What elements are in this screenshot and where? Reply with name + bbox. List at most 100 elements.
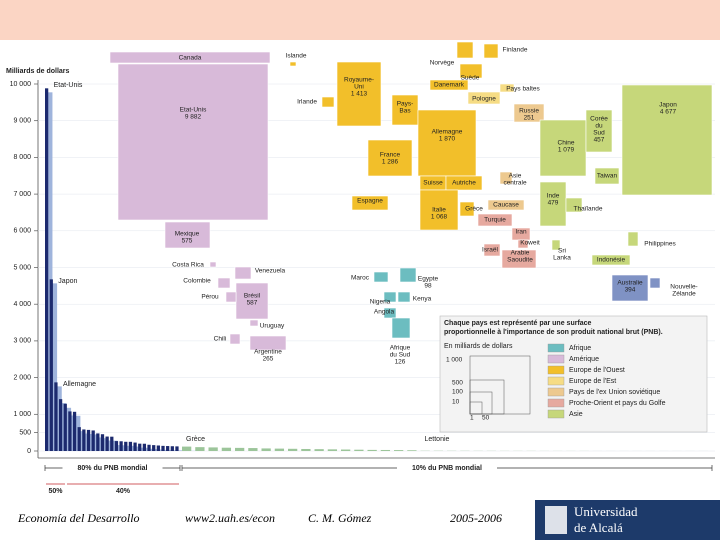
bar — [54, 382, 58, 451]
country-value: 1 413 — [351, 91, 368, 98]
country-box — [391, 317, 411, 339]
country-box — [429, 79, 469, 91]
country-box — [367, 139, 413, 177]
bar-shadow — [128, 445, 137, 451]
y-axis-label: Milliards de dollars — [6, 68, 70, 75]
legend-box — [439, 315, 708, 433]
country-box — [383, 291, 397, 303]
country-name: du Sud — [390, 352, 411, 359]
country-box — [289, 61, 297, 67]
country-box — [217, 277, 231, 289]
bar-shadow — [142, 447, 151, 451]
bar — [133, 442, 137, 451]
country-box — [477, 213, 513, 227]
country-value: 265 — [263, 356, 274, 363]
bar-shadow — [166, 450, 174, 451]
y-tick-label: 9 000 — [13, 118, 31, 125]
bar — [161, 445, 165, 451]
bar — [114, 441, 119, 451]
legend-title: Chaque pays est représenté par une surfa… — [444, 320, 592, 327]
country-value: 98 — [424, 283, 432, 290]
y-tick-label: 8 000 — [13, 154, 31, 161]
country-name: Taiwan — [597, 173, 618, 180]
country-name: Danemark — [434, 82, 465, 89]
country-box — [373, 271, 389, 283]
legend-swatch — [547, 387, 565, 397]
country-box — [565, 197, 583, 213]
country-box — [417, 109, 477, 177]
bar-shadow — [49, 283, 58, 451]
y-tick-label: 6 000 — [13, 228, 31, 235]
country-name: Corée — [590, 116, 608, 123]
legend-title: proportionnelle à l'importance de son pr… — [444, 329, 663, 336]
bar-chart: 0 500 1 000 2 000 3 000 4 000 5 000 6 000 7 000 8… — [10, 81, 715, 495]
country-box — [109, 51, 271, 64]
category-label: Etat-Unis — [54, 82, 83, 89]
logo-emblem — [545, 506, 567, 534]
country-box — [487, 199, 525, 211]
y-tick-label: 1 000 — [13, 411, 31, 418]
country-name: Russie — [519, 108, 539, 115]
bar — [288, 448, 298, 451]
legend-swatch — [547, 409, 565, 419]
legend: Afrique Amérique Europe de l'Ouest Europe d… — [446, 343, 666, 422]
country-value: 1 286 — [382, 159, 399, 166]
logo-text: Universidad — [574, 504, 638, 519]
country-box — [483, 43, 499, 59]
category-label: Allemagne — [63, 381, 96, 388]
country-value: 4 677 — [660, 109, 677, 116]
bar-shadow — [58, 403, 67, 451]
country-box — [456, 41, 474, 59]
country-box — [209, 261, 217, 268]
header-band — [0, 0, 720, 40]
country-value: 394 — [625, 287, 636, 294]
country-name: Mexique — [175, 231, 200, 238]
legend-label: Asie — [569, 411, 583, 418]
bar — [166, 446, 170, 451]
span-label-bg — [62, 463, 163, 473]
country-box — [551, 239, 561, 251]
country-name: Thaïlande — [574, 206, 603, 213]
country-name: Finlande — [503, 47, 528, 54]
country-name: Espagne — [357, 198, 383, 205]
country-name: Suisse — [423, 180, 443, 187]
country-name: Pays baltes — [506, 86, 540, 93]
country-box — [164, 221, 211, 249]
country-box — [445, 175, 483, 191]
country-box — [467, 91, 501, 105]
bar — [261, 448, 271, 451]
bar — [182, 446, 192, 451]
country-name: Etat-Unis — [180, 107, 207, 114]
country-name: Argentine — [254, 349, 282, 356]
y-tick-label: 7 000 — [13, 191, 31, 198]
bar — [147, 444, 151, 451]
bar — [367, 449, 377, 451]
country-name: Uruguay — [260, 323, 285, 330]
bar-shadow — [68, 415, 76, 451]
country-name: Venezuela — [255, 268, 286, 275]
bar — [45, 88, 49, 451]
country-name: Pérou — [201, 294, 219, 301]
country-box — [336, 61, 382, 127]
bar — [142, 443, 147, 451]
logo-text: de Alcalá — [574, 520, 623, 535]
bar-shadow — [133, 446, 141, 451]
country-box — [399, 267, 417, 283]
legend-label: Proche-Orient et pays du Golfe — [569, 400, 666, 407]
bar — [175, 446, 179, 451]
bar — [96, 433, 100, 451]
bar — [248, 448, 258, 451]
footer-url: www2.uah.es/econ — [185, 511, 275, 525]
y-tick-label: 2 000 — [13, 374, 31, 381]
bar — [235, 447, 245, 451]
y-tick-label: 10 000 — [10, 81, 32, 88]
legend-swatch — [547, 365, 565, 375]
country-box — [397, 291, 411, 303]
country-name: Bas — [399, 108, 411, 115]
scale-label: 1 000 — [446, 357, 463, 364]
y-tick-label: 500 — [19, 429, 31, 436]
bar — [394, 450, 404, 451]
bar-shadow — [170, 450, 179, 451]
